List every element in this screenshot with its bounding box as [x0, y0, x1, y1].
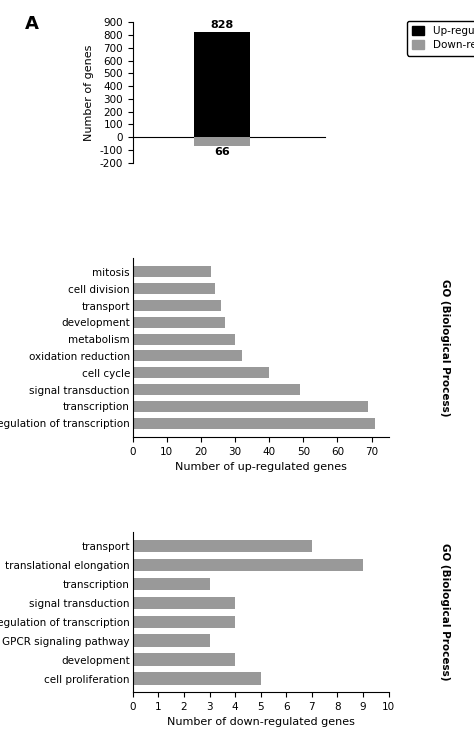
Bar: [133, 401, 368, 412]
Legend: Up-regulated genes, Down-regulated genes: Up-regulated genes, Down-regulated genes: [407, 21, 474, 56]
Bar: [133, 283, 215, 294]
Bar: [133, 350, 242, 362]
Text: GO (Biological Process): GO (Biological Process): [440, 543, 450, 681]
Bar: [133, 635, 210, 647]
Bar: [133, 266, 211, 278]
Text: 66: 66: [214, 147, 229, 157]
Bar: [133, 333, 235, 344]
Bar: [133, 615, 235, 628]
Bar: [133, 384, 300, 395]
X-axis label: Number of down-regulated genes: Number of down-regulated genes: [167, 717, 355, 727]
Text: 828: 828: [210, 20, 233, 30]
Bar: [133, 418, 375, 429]
Bar: [133, 368, 269, 378]
Bar: [133, 317, 225, 328]
Y-axis label: Number of genes: Number of genes: [84, 45, 94, 141]
Bar: [133, 673, 261, 684]
Bar: [133, 653, 235, 666]
Bar: [133, 559, 363, 571]
X-axis label: Number of up-regulated genes: Number of up-regulated genes: [175, 462, 346, 472]
Bar: [133, 539, 312, 552]
Bar: [194, 137, 250, 146]
Text: A: A: [25, 16, 39, 33]
Bar: [133, 577, 210, 590]
Bar: [133, 300, 221, 311]
Bar: [133, 597, 235, 609]
Text: GO (Biological Process): GO (Biological Process): [440, 279, 450, 417]
Bar: [194, 31, 250, 137]
